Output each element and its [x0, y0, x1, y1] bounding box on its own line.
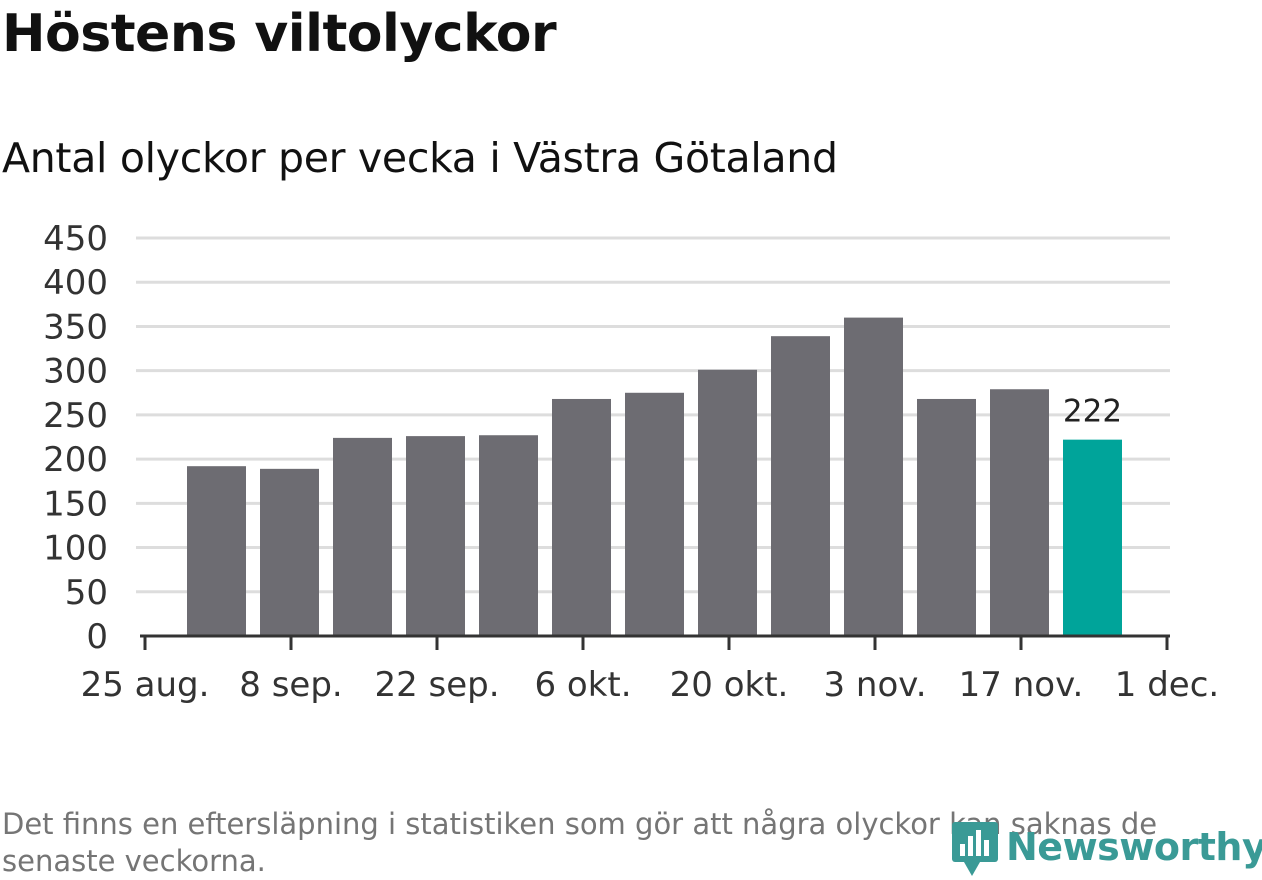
y-tick-label: 100	[43, 529, 108, 569]
bar-v48	[1063, 439, 1122, 636]
bar-v43	[698, 369, 757, 636]
x-tick-label: 3 nov.	[823, 665, 926, 705]
x-axis: 25 aug. 8 sep. 22 sep. 6 okt. 20 okt. 3 nov. 1…	[81, 634, 1219, 705]
bar-v36	[187, 466, 246, 636]
x-tick-label: 22 sep.	[374, 665, 499, 705]
bar-v46	[917, 398, 976, 636]
bar-v40	[479, 435, 538, 636]
newsworthy-logo: Newsworthy	[950, 816, 1262, 878]
y-tick-label: 200	[43, 440, 108, 480]
data-labels: 222	[1063, 394, 1122, 430]
bar-v41	[552, 398, 611, 636]
chart-title: Höstens viltolyckor	[2, 4, 557, 64]
y-tick-label: 250	[43, 396, 108, 436]
y-tick-label: 350	[43, 307, 108, 347]
y-tick-label: 450	[43, 219, 108, 259]
bar-v44	[771, 336, 830, 636]
chart-subtitle: Antal olyckor per vecka i Västra Götalan…	[2, 134, 838, 182]
x-tick-label: 20 okt.	[670, 665, 789, 705]
data-label: 222	[1063, 394, 1122, 430]
y-tick-label: 150	[43, 484, 108, 524]
x-tick-label: 8 sep.	[239, 665, 342, 705]
brand-name: Newsworthy	[1006, 825, 1262, 869]
x-tick-label: 1 dec.	[1115, 665, 1219, 705]
newsworthy-logo-icon	[952, 822, 998, 876]
x-tick-label: 6 okt.	[534, 665, 631, 705]
x-tick-label: 17 nov.	[959, 665, 1084, 705]
bar-v37	[260, 468, 319, 636]
bar-v42	[625, 392, 684, 636]
y-tick-label: 400	[43, 263, 108, 303]
y-tick-label: 0	[86, 617, 108, 657]
bar-v38	[333, 437, 392, 636]
bars	[187, 317, 1122, 636]
x-tick-label: 25 aug.	[81, 665, 210, 705]
y-tick-label: 300	[43, 352, 108, 392]
bar-v47	[990, 389, 1049, 636]
bar-v39	[406, 436, 465, 636]
bar-v45	[844, 317, 903, 636]
y-tick-label: 50	[65, 573, 108, 613]
